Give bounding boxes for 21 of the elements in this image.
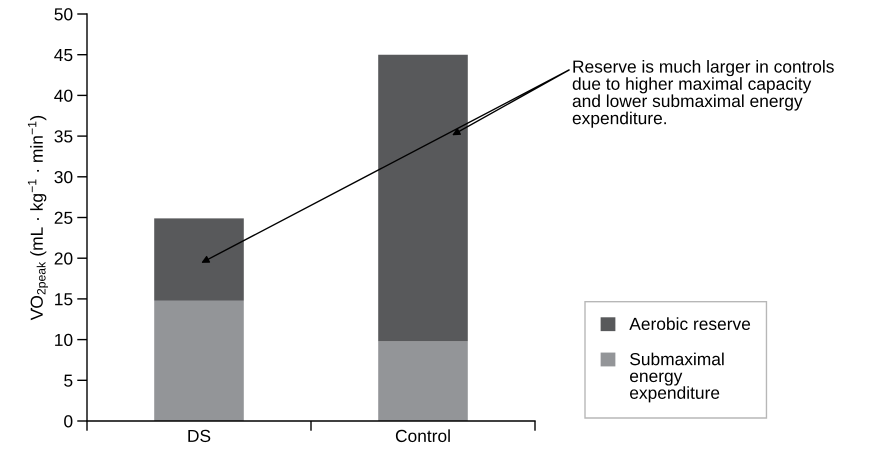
legend-label: Submaximal energy expenditure [630, 352, 724, 402]
y-tick-label: 40 [54, 90, 72, 102]
y-tick-label: 0 [64, 415, 72, 428]
y-tick-label: 5 [64, 374, 72, 387]
bar [154, 218, 244, 301]
y-tick-label: 35 [54, 130, 72, 143]
y-tick-label: 50 [54, 8, 72, 20]
y-tick-label: 25 [54, 212, 72, 224]
y-axis-title: V̇O$_{2peak}$ (mL · kg$^{−1}$ · min$^{−1}$) [28, 116, 48, 320]
bar [154, 300, 244, 421]
text: Reserve is much larger in controls due to higher maximal capacity and lower submaximal energy expenditure. [572, 60, 834, 128]
legend-label: Aerobic reserve [629, 317, 750, 330]
bar [378, 341, 468, 421]
y-tick-label: 15 [55, 293, 72, 306]
x-tick-label: Control [396, 429, 450, 442]
x-tick-label: DS [188, 430, 210, 442]
y-tick-label: 30 [54, 170, 72, 184]
y-tick-label: 20 [54, 252, 72, 265]
y-tick-label: 10 [55, 334, 72, 346]
bar [378, 54, 468, 342]
y-tick-label: 45 [54, 49, 72, 62]
